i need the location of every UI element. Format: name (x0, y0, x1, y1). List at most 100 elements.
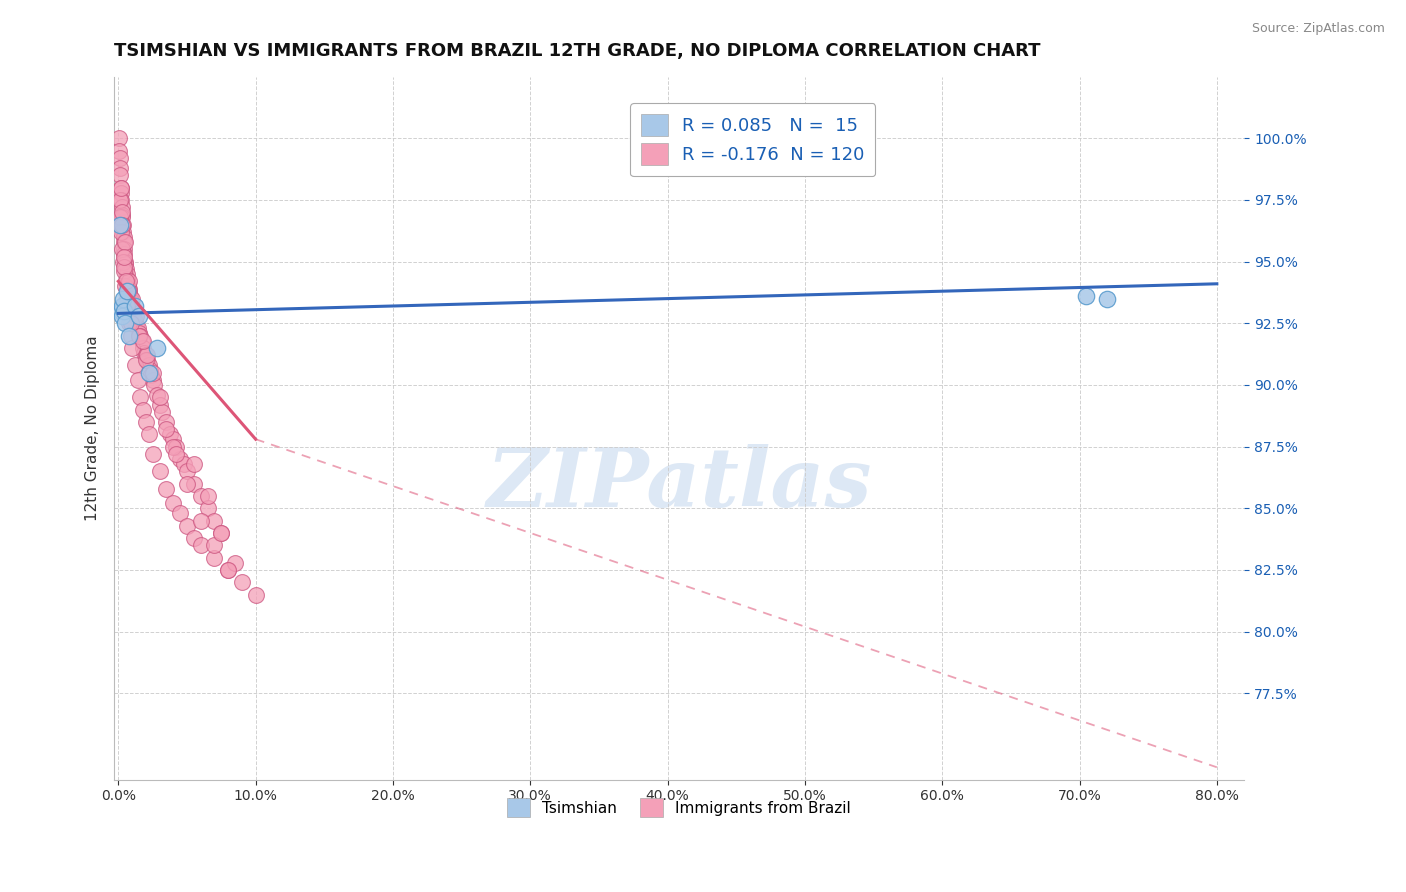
Point (112, 254, 135, 268)
Point (108, 144, 131, 158)
Point (117, 277, 139, 291)
Point (142, 447, 165, 461)
Point (129, 328, 152, 343)
Point (122, 309, 145, 323)
Point (111, 309, 134, 323)
Point (111, 210, 134, 224)
Point (245, 588, 267, 602)
Point (190, 489, 212, 503)
Point (110, 186, 132, 200)
Point (118, 316, 141, 330)
Point (108, 151, 131, 165)
Point (124, 314, 146, 328)
Point (183, 531, 205, 545)
Point (150, 405, 173, 419)
Point (110, 180, 132, 194)
Point (111, 242, 134, 256)
Point (165, 440, 187, 454)
Point (118, 289, 141, 303)
Point (169, 506, 191, 520)
Text: TSIMSHIAN VS IMMIGRANTS FROM BRAZIL 12TH GRADE, NO DIPLOMA CORRELATION CHART: TSIMSHIAN VS IMMIGRANTS FROM BRAZIL 12TH… (114, 42, 1040, 60)
Point (125, 309, 148, 323)
Point (112, 230, 135, 244)
Point (209, 525, 232, 540)
Point (138, 358, 160, 372)
Point (132, 402, 155, 417)
Point (117, 282, 139, 296)
Point (139, 363, 162, 377)
Point (120, 316, 142, 330)
Point (127, 321, 149, 335)
Point (204, 538, 226, 552)
Point (224, 556, 246, 570)
Point (217, 563, 239, 577)
Point (121, 304, 143, 318)
Point (110, 218, 132, 232)
Point (121, 292, 143, 306)
Point (162, 440, 184, 454)
Point (162, 496, 184, 510)
Point (169, 451, 191, 466)
Point (197, 489, 219, 503)
Point (115, 299, 138, 313)
Point (134, 346, 156, 360)
Point (131, 334, 153, 348)
Point (129, 390, 152, 404)
Point (155, 482, 177, 496)
Point (190, 538, 212, 552)
Point (114, 254, 136, 268)
Point (114, 235, 136, 249)
Point (127, 373, 149, 387)
Point (128, 328, 150, 343)
Point (141, 368, 163, 382)
Point (124, 299, 146, 313)
Point (118, 328, 141, 343)
Point (111, 200, 134, 214)
Point (176, 464, 198, 478)
Point (142, 366, 165, 380)
Point (110, 168, 132, 182)
Point (135, 348, 157, 362)
Point (111, 218, 134, 232)
Point (1095, 292, 1118, 306)
Point (183, 457, 205, 471)
Point (197, 501, 219, 516)
Point (204, 514, 226, 528)
Point (115, 262, 138, 277)
Point (125, 318, 148, 333)
Point (209, 525, 232, 540)
Point (115, 274, 138, 288)
Point (115, 292, 138, 306)
Point (112, 225, 135, 239)
Point (112, 304, 135, 318)
Point (128, 326, 150, 340)
Point (114, 279, 136, 293)
Point (1076, 289, 1098, 303)
Point (117, 284, 139, 298)
Point (112, 242, 135, 256)
Point (159, 427, 181, 442)
Point (112, 250, 135, 264)
Y-axis label: 12th Grade, No Diploma: 12th Grade, No Diploma (86, 335, 100, 521)
Point (111, 299, 134, 313)
Point (120, 328, 142, 343)
Point (118, 274, 141, 288)
Point (136, 348, 159, 362)
Point (118, 284, 141, 298)
Point (142, 373, 165, 387)
Point (155, 415, 177, 429)
Point (114, 260, 136, 274)
Point (120, 299, 142, 313)
Point (110, 225, 132, 239)
Point (217, 563, 239, 577)
Point (155, 422, 177, 436)
Point (148, 464, 170, 478)
Point (143, 378, 166, 392)
Point (136, 353, 159, 368)
Point (132, 334, 155, 348)
Point (135, 353, 157, 368)
Point (112, 264, 135, 278)
Point (115, 267, 138, 281)
Point (111, 208, 134, 222)
Point (124, 358, 146, 372)
